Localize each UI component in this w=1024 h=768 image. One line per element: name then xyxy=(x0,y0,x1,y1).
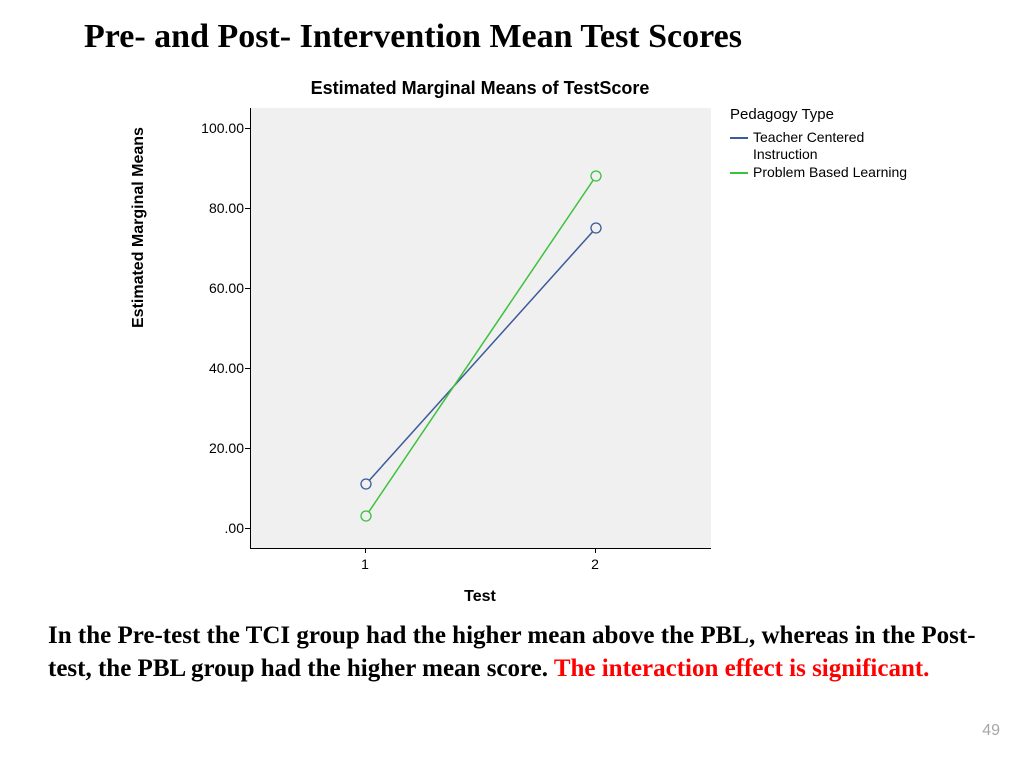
x-tick-label: 2 xyxy=(591,556,599,572)
caption-significant: The interaction effect is significant. xyxy=(554,655,930,682)
chart-svg xyxy=(251,108,711,548)
y-tick-label: 80.00 xyxy=(184,200,250,216)
y-tick-label: 60.00 xyxy=(184,280,250,296)
y-tick-label: 40.00 xyxy=(184,360,250,376)
y-tick-label: 100.00 xyxy=(184,120,250,136)
legend-title: Pedagogy Type xyxy=(730,106,907,125)
x-axis-label: Test xyxy=(250,588,710,606)
x-tick-label: 1 xyxy=(361,556,369,572)
legend-item: Teacher Centered Instruction xyxy=(730,129,907,164)
plot-area xyxy=(250,108,711,549)
y-tick-label: 20.00 xyxy=(184,440,250,456)
legend-swatch xyxy=(730,137,748,139)
page-number: 49 xyxy=(982,722,1000,740)
y-tick-label: .00 xyxy=(184,520,250,536)
legend: Pedagogy Type Teacher Centered Instructi… xyxy=(730,106,907,181)
slide-title: Pre- and Post- Intervention Mean Test Sc… xyxy=(0,0,1024,56)
legend-label: Teacher Centered Instruction xyxy=(753,129,864,164)
legend-label: Problem Based Learning xyxy=(753,164,907,182)
y-axis-label: Estimated Marginal Means xyxy=(130,127,148,328)
chart-container: Estimated Marginal Means of TestScore Es… xyxy=(130,78,950,608)
legend-item: Problem Based Learning xyxy=(730,164,907,182)
legend-swatch xyxy=(730,172,748,174)
caption: In the Pre-test the TCI group had the hi… xyxy=(48,620,976,685)
chart-title: Estimated Marginal Means of TestScore xyxy=(250,78,710,99)
